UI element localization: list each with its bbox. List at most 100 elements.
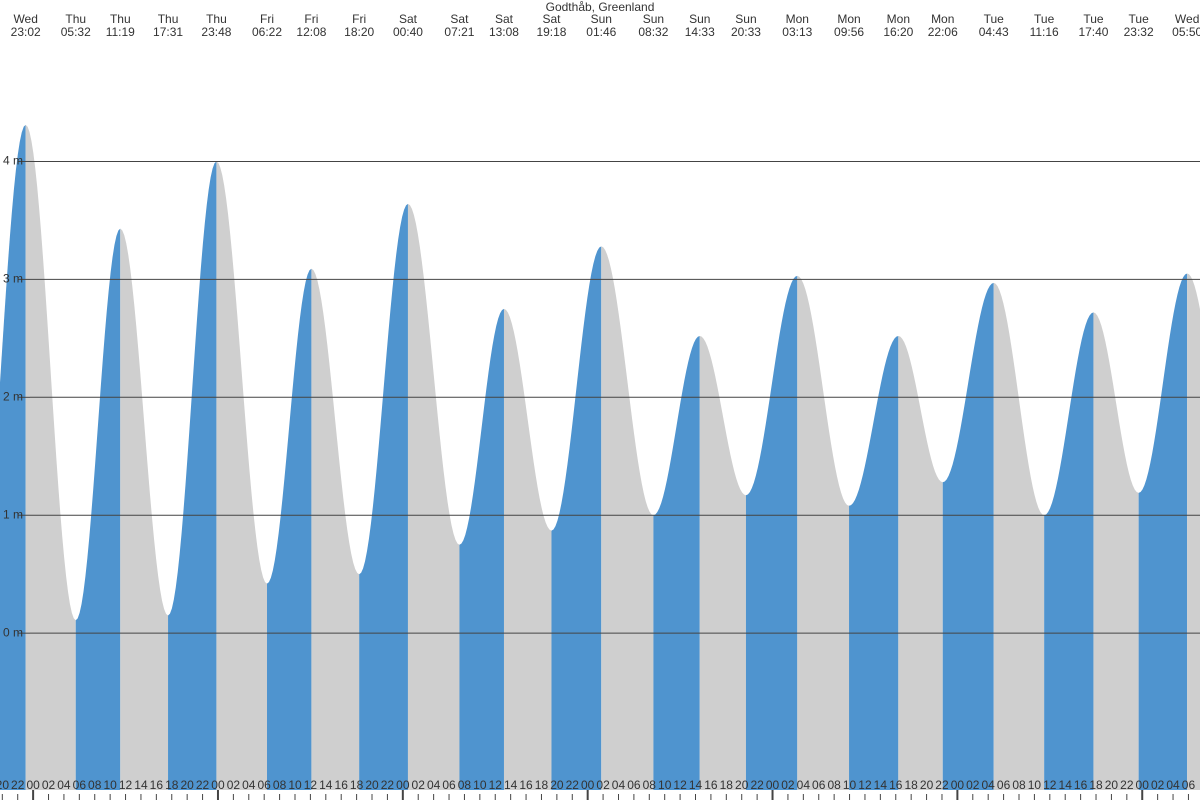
extreme-day: Sun — [735, 12, 756, 26]
x-tick-label: 16 — [519, 778, 533, 792]
x-tick-label: 14 — [504, 778, 518, 792]
x-tick-label: 06 — [812, 778, 826, 792]
tide-area — [993, 282, 1045, 790]
extreme-day: Thu — [65, 12, 86, 26]
x-tick-label: 06 — [1182, 778, 1196, 792]
extreme-day: Sun — [689, 12, 710, 26]
extreme-time: 23:48 — [201, 25, 231, 39]
x-tick-label: 12 — [673, 778, 687, 792]
x-tick-label: 04 — [797, 778, 811, 792]
x-tick-label: 22 — [1120, 778, 1134, 792]
extreme-time: 03:13 — [782, 25, 812, 39]
extreme-day: Sun — [643, 12, 664, 26]
x-tick-label: 02 — [227, 778, 241, 792]
x-tick-label: 08 — [273, 778, 287, 792]
extreme-day: Fri — [352, 12, 366, 26]
x-tick-label: 16 — [335, 778, 349, 792]
extreme-day: Thu — [110, 12, 131, 26]
extreme-day: Sat — [495, 12, 514, 26]
extreme-day: Tue — [984, 12, 1005, 26]
x-tick-label: 04 — [427, 778, 441, 792]
x-tick-label: 08 — [88, 778, 102, 792]
extreme-day: Mon — [837, 12, 860, 26]
extreme-day: Tue — [1083, 12, 1104, 26]
x-tick-label: 00 — [951, 778, 965, 792]
extreme-time: 17:31 — [153, 25, 183, 39]
x-tick-label: 06 — [73, 778, 87, 792]
extreme-day: Fri — [304, 12, 318, 26]
extreme-time: 12:08 — [296, 25, 326, 39]
extreme-time: 23:02 — [11, 25, 41, 39]
x-tick-label: 22 — [935, 778, 949, 792]
x-tick-label: 20 — [0, 778, 9, 792]
x-tick-label: 08 — [1012, 778, 1026, 792]
tide-area — [942, 282, 994, 790]
tide-area — [745, 275, 798, 791]
y-tick-label: 2 m — [3, 389, 23, 403]
x-tick-label: 00 — [1136, 778, 1150, 792]
x-tick-label: 14 — [1059, 778, 1073, 792]
extreme-day: Tue — [1034, 12, 1055, 26]
extreme-day: Wed — [13, 12, 37, 26]
tide-area — [898, 335, 943, 790]
x-tick-label: 06 — [258, 778, 272, 792]
x-tick-label: 22 — [196, 778, 210, 792]
x-tick-label: 14 — [689, 778, 703, 792]
tide-area — [551, 246, 602, 790]
x-tick-label: 14 — [319, 778, 333, 792]
x-tick-label: 20 — [920, 778, 934, 792]
y-tick-label: 0 m — [3, 625, 23, 639]
x-tick-label: 12 — [119, 778, 133, 792]
x-tick-label: 06 — [997, 778, 1011, 792]
x-tick-label: 20 — [180, 778, 194, 792]
x-tick-label: 04 — [1166, 778, 1180, 792]
x-tick-label: 14 — [874, 778, 888, 792]
x-tick-label: 10 — [103, 778, 117, 792]
x-tick-label: 20 — [1105, 778, 1119, 792]
x-tick-label: 12 — [304, 778, 318, 792]
x-tick-label: 16 — [150, 778, 164, 792]
extreme-day: Tue — [1129, 12, 1150, 26]
x-tick-label: 02 — [966, 778, 980, 792]
x-tick-label: 16 — [1074, 778, 1088, 792]
tide-area — [653, 335, 700, 790]
x-tick-label: 12 — [489, 778, 503, 792]
x-tick-label: 00 — [766, 778, 780, 792]
tide-area — [797, 275, 850, 791]
extreme-time: 07:21 — [444, 25, 474, 39]
extreme-day: Fri — [260, 12, 274, 26]
tide-area — [1187, 273, 1200, 790]
x-tick-label: 10 — [658, 778, 672, 792]
extreme-time: 13:08 — [489, 25, 519, 39]
x-tick-label: 18 — [165, 778, 179, 792]
tide-area — [359, 203, 408, 791]
y-tick-label: 4 m — [3, 154, 23, 168]
extreme-time: 01:46 — [586, 25, 616, 39]
extreme-time: 05:32 — [61, 25, 91, 39]
x-tick-label: 08 — [643, 778, 657, 792]
tide-area — [849, 335, 899, 790]
x-tick-label: 02 — [781, 778, 795, 792]
x-tick-label: 12 — [1043, 778, 1057, 792]
x-tick-label: 08 — [827, 778, 841, 792]
x-tick-label: 08 — [458, 778, 472, 792]
extreme-time: 18:20 — [344, 25, 374, 39]
tide-area — [75, 228, 121, 790]
x-tick-label: 22 — [381, 778, 395, 792]
x-tick-label: 18 — [535, 778, 549, 792]
tide-area — [267, 268, 312, 790]
extreme-time: 16:20 — [883, 25, 913, 39]
y-tick-label: 1 m — [3, 507, 23, 521]
extreme-day: Sat — [399, 12, 418, 26]
y-tick-label: 3 m — [3, 272, 23, 286]
tide-area — [459, 308, 504, 790]
x-tick-label: 16 — [704, 778, 718, 792]
tide-area — [0, 124, 26, 790]
x-tick-label: 14 — [134, 778, 148, 792]
x-tick-label: 10 — [1028, 778, 1042, 792]
x-tick-label: 20 — [735, 778, 749, 792]
extreme-day: Sun — [591, 12, 612, 26]
extreme-day: Mon — [786, 12, 809, 26]
x-tick-label: 18 — [904, 778, 918, 792]
